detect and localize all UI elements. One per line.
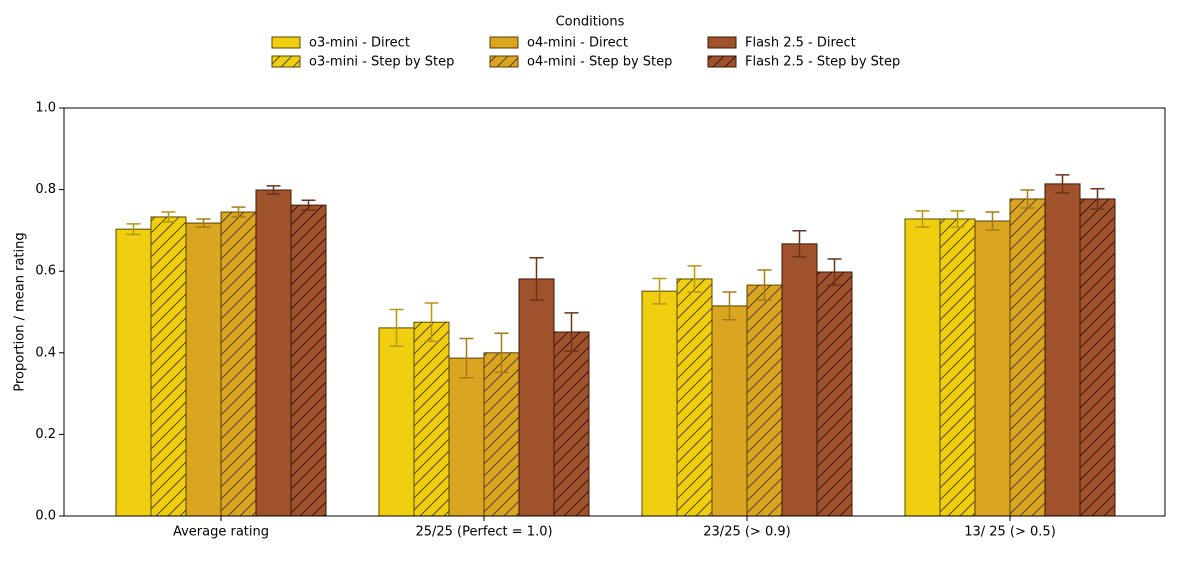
bar: [641, 290, 678, 517]
bar: [378, 327, 415, 517]
bar: [711, 305, 748, 517]
y-tick-label: 0.8: [35, 182, 56, 197]
legend-label: Flash 2.5 - Step by Step: [745, 55, 900, 70]
plot-frame: [63, 107, 1166, 517]
bar: [553, 331, 590, 517]
legend-title: Conditions: [556, 15, 625, 30]
bar: [150, 216, 187, 517]
legend-label: o3-mini - Step by Step: [309, 55, 454, 70]
error-bar: [161, 211, 176, 223]
bar: [746, 284, 783, 517]
bar: [255, 189, 292, 517]
error-bar: [687, 265, 702, 293]
error-bar: [389, 308, 404, 348]
legend-label: o4-mini - Step by Step: [527, 55, 672, 70]
bar: [448, 357, 485, 517]
error-bar: [564, 312, 579, 352]
bar: [185, 222, 222, 517]
error-bar: [266, 185, 281, 195]
error-bar: [652, 277, 667, 305]
legend-swatch: [271, 55, 301, 68]
bar: [904, 218, 941, 517]
bar: [413, 321, 450, 517]
bar: [1044, 183, 1081, 517]
error-bar: [459, 337, 474, 379]
y-axis-label: Proportion / mean rating: [13, 232, 28, 391]
bar: [974, 220, 1011, 517]
error-bar: [1055, 174, 1070, 194]
bar: [483, 352, 520, 517]
bar: [939, 218, 976, 517]
x-tick-label: Average rating: [173, 525, 269, 540]
bar: [290, 204, 327, 517]
legend-swatch: [489, 55, 519, 68]
y-tick-label: 1.0: [35, 101, 56, 116]
bar: [115, 228, 152, 517]
bar: [1079, 198, 1116, 517]
legend-label: Flash 2.5 - Direct: [745, 36, 856, 51]
error-bar: [301, 199, 316, 211]
error-bar: [1090, 188, 1105, 210]
error-bar: [950, 210, 965, 228]
x-tick-label: 23/25 (> 0.9): [703, 525, 790, 540]
bar: [518, 278, 555, 517]
x-tick-label: 13/ 25 (> 0.5): [964, 525, 1056, 540]
error-bar: [1020, 189, 1035, 209]
y-tick-label: 0.0: [35, 509, 56, 524]
bar: [816, 271, 853, 517]
error-bar: [827, 258, 842, 286]
bar: [1009, 198, 1046, 517]
legend-swatch: [707, 55, 737, 68]
bar: [676, 278, 713, 517]
error-bar: [985, 211, 1000, 231]
legend-swatch: [489, 36, 519, 49]
error-bar: [424, 302, 439, 343]
error-bar: [915, 210, 930, 228]
y-tick-label: 0.6: [35, 264, 56, 279]
legend-swatch: [707, 36, 737, 49]
x-tick-label: 25/25 (Perfect = 1.0): [415, 525, 552, 540]
bar: [220, 211, 257, 517]
error-bar: [196, 218, 211, 228]
legend-swatch: [271, 36, 301, 49]
error-bar: [529, 256, 544, 301]
error-bar: [757, 269, 772, 301]
error-bar: [126, 223, 141, 236]
error-bar: [494, 332, 509, 374]
error-bar: [792, 230, 807, 258]
legend-label: o4-mini - Direct: [527, 36, 628, 51]
legend-label: o3-mini - Direct: [309, 36, 410, 51]
error-bar: [722, 291, 737, 321]
y-tick-label: 0.2: [35, 427, 56, 442]
error-bar: [231, 206, 246, 218]
bar: [781, 243, 818, 517]
y-tick-label: 0.4: [35, 345, 56, 360]
